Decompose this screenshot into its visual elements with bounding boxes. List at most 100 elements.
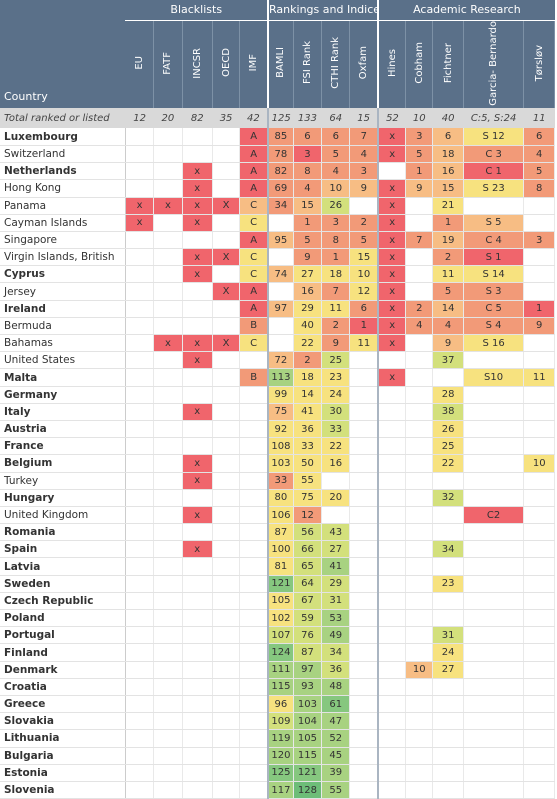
table-cell: 1 bbox=[405, 162, 434, 181]
table-cell bbox=[239, 729, 270, 748]
table-cell bbox=[212, 747, 241, 765]
table-cell bbox=[239, 351, 270, 370]
table-cell: 9 bbox=[321, 334, 351, 353]
table-cell: x bbox=[182, 472, 213, 490]
table-cell bbox=[349, 695, 380, 714]
table-cell: 117 bbox=[268, 781, 294, 799]
table-cell bbox=[125, 128, 155, 146]
table-cell: 97 bbox=[268, 300, 294, 318]
table-cell: 87 bbox=[293, 643, 323, 662]
table-cell bbox=[239, 403, 270, 421]
table-cell bbox=[182, 712, 213, 731]
table-cell bbox=[239, 695, 270, 714]
table-cell bbox=[125, 506, 155, 525]
table-cell: 48 bbox=[321, 678, 351, 696]
table-cell bbox=[378, 489, 407, 507]
table-cell bbox=[378, 729, 407, 748]
table-cell bbox=[378, 678, 407, 696]
table-cell bbox=[239, 454, 270, 473]
table-cell bbox=[182, 489, 213, 507]
table-cell bbox=[239, 489, 270, 507]
table-cell bbox=[182, 609, 213, 628]
table-cell: 2 bbox=[432, 248, 464, 267]
total-cell: 12 bbox=[125, 108, 154, 129]
table-cell: 2 bbox=[349, 214, 380, 232]
group-header: Blacklists bbox=[125, 0, 270, 21]
country-name: Malta bbox=[0, 368, 126, 387]
table-row: Denmark 111 97 36 10 27 bbox=[0, 661, 555, 679]
table-cell bbox=[378, 437, 407, 456]
table-cell bbox=[153, 472, 183, 490]
table-cell bbox=[378, 162, 407, 181]
table-cell bbox=[405, 678, 434, 696]
table-cell bbox=[523, 695, 555, 714]
table-cell bbox=[432, 592, 464, 611]
country-name: Bermuda bbox=[0, 317, 126, 336]
table-cell bbox=[349, 437, 380, 456]
table-cell bbox=[349, 197, 380, 215]
table-cell: 8 bbox=[293, 162, 323, 181]
table-cell bbox=[405, 764, 434, 782]
table-cell bbox=[182, 592, 213, 611]
table-cell bbox=[153, 403, 183, 421]
country-name: Hong Kong bbox=[0, 179, 126, 198]
table-cell bbox=[182, 661, 213, 679]
table-cell bbox=[405, 265, 434, 284]
table-cell: 33 bbox=[321, 420, 351, 439]
table-cell bbox=[378, 351, 407, 370]
table-cell bbox=[125, 282, 155, 301]
country-name: Switzerland bbox=[0, 145, 126, 164]
table-cell bbox=[463, 609, 525, 628]
table-cell bbox=[349, 575, 380, 593]
column-header: OECD bbox=[212, 20, 241, 109]
table-cell: x bbox=[182, 248, 213, 267]
table-cell bbox=[153, 437, 183, 456]
table-cell bbox=[405, 489, 434, 507]
table-cell bbox=[212, 540, 241, 559]
table-cell: 53 bbox=[321, 609, 351, 628]
table-cell: x bbox=[182, 540, 213, 559]
table-cell bbox=[153, 643, 183, 662]
table-cell: 19 bbox=[432, 231, 464, 250]
table-cell bbox=[182, 575, 213, 593]
total-cell: 52 bbox=[378, 108, 406, 129]
table-cell: 121 bbox=[268, 575, 294, 593]
table-cell: 74 bbox=[268, 265, 294, 284]
table-cell: x bbox=[378, 197, 407, 215]
table-cell: x bbox=[182, 454, 213, 473]
table-cell bbox=[153, 661, 183, 679]
table-cell: 4 bbox=[349, 145, 380, 164]
column-header: FATF bbox=[153, 20, 183, 109]
table-cell bbox=[523, 282, 555, 301]
table-cell: 109 bbox=[268, 712, 294, 731]
table-cell: C bbox=[239, 334, 270, 353]
table-cell bbox=[268, 334, 294, 353]
table-cell: 23 bbox=[432, 575, 464, 593]
table-cell: A bbox=[239, 231, 270, 250]
table-cell: 102 bbox=[268, 609, 294, 628]
table-cell: 41 bbox=[321, 557, 351, 576]
table-cell bbox=[378, 712, 407, 731]
table-cell: 5 bbox=[432, 282, 464, 301]
table-cell bbox=[182, 747, 213, 765]
table-cell: A bbox=[239, 145, 270, 164]
table-cell: 5 bbox=[349, 231, 380, 250]
table-cell: 5 bbox=[321, 145, 351, 164]
table-cell bbox=[182, 420, 213, 439]
table-cell bbox=[349, 506, 380, 525]
table-cell bbox=[405, 472, 434, 490]
table-cell bbox=[212, 575, 241, 593]
table-cell bbox=[523, 197, 555, 215]
table-cell bbox=[523, 575, 555, 593]
table-cell bbox=[405, 523, 434, 542]
table-cell bbox=[212, 351, 241, 370]
table-cell bbox=[212, 472, 241, 490]
table-cell bbox=[125, 729, 155, 748]
country-name: Hungary bbox=[0, 489, 126, 507]
table-cell bbox=[405, 351, 434, 370]
table-cell bbox=[405, 386, 434, 404]
table-cell: 20 bbox=[321, 489, 351, 507]
table-cell bbox=[523, 661, 555, 679]
table-cell bbox=[463, 575, 525, 593]
table-cell: 27 bbox=[432, 661, 464, 679]
